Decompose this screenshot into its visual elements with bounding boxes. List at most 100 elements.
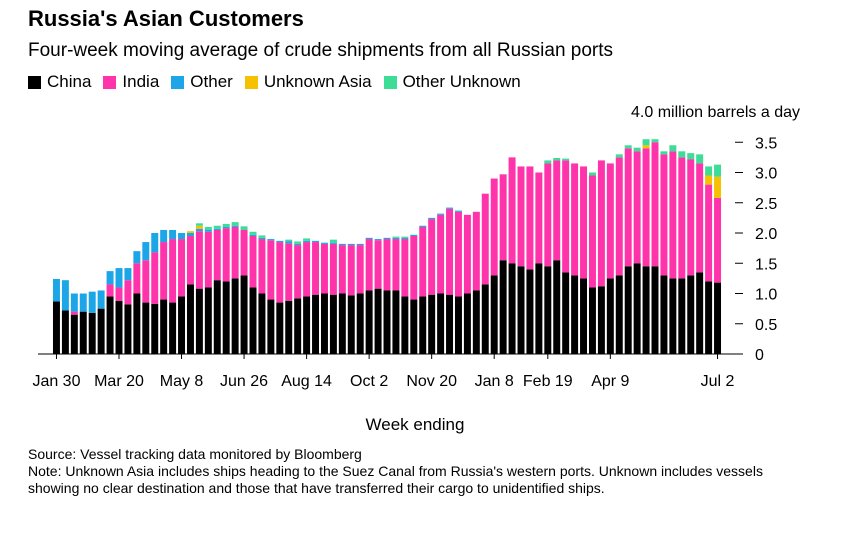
bar-segment-india: [258, 239, 266, 294]
x-tick-label: Feb 19: [523, 373, 573, 390]
bar-segment-india: [178, 239, 186, 297]
bar-segment-india: [222, 228, 230, 282]
bar-segment-other: [70, 293, 78, 312]
bar-segment-other: [276, 240, 284, 243]
bar-segment-china: [428, 294, 436, 354]
bar-segment-other: [124, 268, 132, 281]
bar-segment-india: [186, 236, 194, 285]
y-tick-label: 1.0: [755, 287, 777, 304]
bar-segment-other-unknown: [660, 151, 668, 155]
bar-segment-other-unknown: [204, 226, 212, 230]
bar-segment-china: [70, 314, 78, 354]
bar-segment-other-unknown: [392, 236, 400, 238]
bar-segment-india: [356, 245, 364, 294]
bar-segment-other: [267, 239, 275, 241]
bar-segment-india: [615, 157, 623, 276]
bar-segment-india: [651, 142, 659, 267]
bar-segment-china: [106, 296, 114, 354]
bar-segment-india: [714, 197, 722, 283]
bar-segment-other: [303, 240, 311, 243]
bar-segment-other-unknown: [588, 172, 596, 176]
bar-segment-india: [285, 243, 293, 301]
bar-segment-india: [276, 242, 284, 303]
bar-segment-china: [660, 275, 668, 354]
bar-segment-india: [696, 163, 704, 273]
bar-segment-india: [571, 163, 579, 276]
bar-segment-china: [338, 293, 346, 354]
x-tick-label: Jun 26: [220, 373, 268, 390]
y-tick-label: 1.5: [755, 256, 777, 273]
bar-segment-india: [383, 239, 391, 291]
bar-segment-china: [383, 290, 391, 354]
bar-segment-india: [240, 229, 248, 276]
bar-segment-china: [294, 298, 302, 354]
bar-segment-india: [472, 211, 480, 291]
x-tick-label: Jul 2: [701, 373, 735, 390]
bar-segment-india: [419, 226, 427, 297]
bar-segment-china: [79, 311, 87, 354]
bar-segment-other: [392, 237, 400, 240]
bar-segment-india: [535, 172, 543, 264]
bar-segment-china: [285, 300, 293, 354]
bar-segment-china: [133, 293, 141, 354]
bar-segment-india: [347, 245, 355, 296]
bar-segment-other-unknown: [705, 166, 713, 176]
bar-segment-china: [356, 293, 364, 354]
bar-segment-india: [231, 226, 239, 279]
y-tick-label: 2.0: [755, 226, 777, 243]
bar-segment-china: [258, 293, 266, 354]
bar-segment-india: [312, 242, 320, 295]
bar-segment-india: [454, 211, 462, 297]
bar-segment-china: [446, 294, 454, 354]
bar-segment-india: [392, 239, 400, 291]
bar-segment-india: [490, 178, 498, 276]
bar-segment-china: [142, 302, 150, 354]
bar-segment-other-unknown: [544, 160, 552, 164]
bar-segment-china: [276, 302, 284, 354]
bar-segment-india: [678, 157, 686, 279]
bar-segment-other-unknown: [678, 151, 686, 158]
bar-segment-other: [401, 237, 409, 240]
bar-segment-other-unknown: [553, 157, 561, 161]
bar-segment-china: [213, 280, 221, 354]
bar-segment-china: [535, 263, 543, 354]
bar-segment-china: [499, 260, 507, 354]
bar-segment-china: [329, 294, 337, 354]
bar-segment-unknown-asia: [714, 176, 722, 198]
bar-segment-india: [597, 160, 605, 287]
bar-segment-india: [294, 245, 302, 299]
legend-item-india: India: [103, 72, 159, 92]
bar-segment-other: [249, 234, 257, 237]
bar-segment-other: [374, 239, 382, 241]
bar-segment-china: [169, 302, 177, 354]
x-tick-label: Nov 20: [406, 373, 457, 390]
bar-segment-china: [392, 290, 400, 354]
legend-swatch-china: [28, 75, 41, 89]
legend: China India Other Unknown Asia Other Unk…: [28, 72, 533, 92]
bar-segment-other: [79, 293, 87, 312]
bar-segment-other: [312, 240, 320, 243]
bar-segment-other: [61, 280, 69, 311]
bar-segment-china: [365, 290, 373, 354]
bar-segment-china: [240, 275, 248, 354]
bar-segment-other: [151, 233, 159, 253]
bar-segment-other-unknown: [222, 223, 230, 227]
bar-segment-china: [115, 300, 123, 354]
legend-swatch-india: [103, 75, 117, 89]
bar-segment-other: [142, 242, 150, 261]
bar-segment-unknown-asia: [195, 225, 203, 229]
bar-segment-other: [294, 243, 302, 246]
bar-segment-india: [437, 214, 445, 294]
bar-segment-china: [642, 266, 650, 354]
explanatory-note: Note: Unknown Asia includes ships headin…: [28, 463, 763, 496]
bar-segment-other: [186, 233, 194, 237]
bar-segment-other: [195, 228, 203, 232]
bar-segment-other: [419, 225, 427, 227]
bar-segment-india: [446, 208, 454, 295]
bar-segment-india: [195, 231, 203, 289]
bar-segment-other: [213, 228, 221, 230]
bar-segment-china: [231, 278, 239, 355]
bar-segment-india: [70, 311, 78, 315]
bar-segment-china: [669, 278, 677, 355]
x-tick-label: Mar 20: [94, 373, 144, 390]
